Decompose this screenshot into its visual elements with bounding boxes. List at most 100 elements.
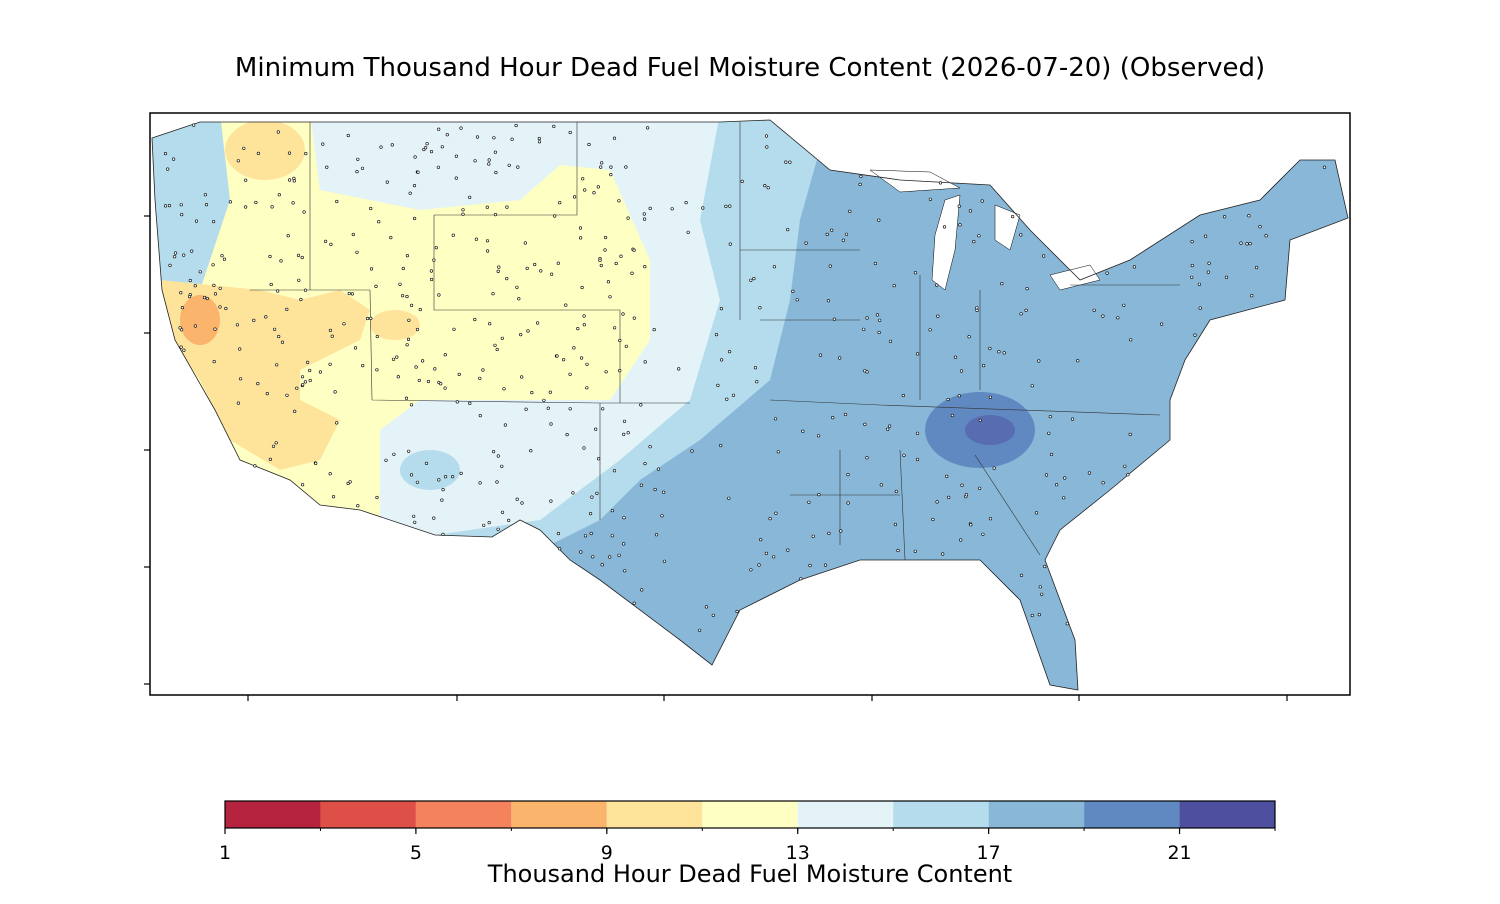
station [653, 487, 657, 492]
station [1105, 271, 1109, 275]
station [1054, 483, 1059, 487]
station [827, 531, 831, 536]
station [858, 182, 862, 186]
station [328, 472, 332, 476]
station [578, 226, 583, 230]
station [421, 359, 425, 363]
station [296, 253, 301, 257]
station [587, 142, 591, 147]
station [618, 338, 622, 343]
station [356, 157, 360, 161]
station [520, 375, 524, 379]
station [375, 495, 379, 500]
station [626, 216, 630, 220]
station [459, 471, 463, 476]
station [772, 555, 776, 559]
station [276, 130, 280, 134]
station [481, 368, 485, 372]
station [516, 165, 520, 169]
station [1049, 452, 1054, 457]
station [331, 495, 336, 499]
station [328, 362, 332, 366]
station [632, 316, 636, 320]
colorbar-bin [988, 801, 1085, 828]
station [1224, 275, 1229, 280]
station [645, 126, 650, 130]
station [308, 378, 312, 383]
station [494, 170, 498, 175]
station [1248, 242, 1252, 246]
station [614, 261, 618, 266]
station [603, 235, 608, 240]
station [608, 555, 612, 559]
station [757, 563, 761, 567]
station [493, 343, 497, 347]
station [496, 527, 500, 531]
station [356, 504, 360, 508]
station [580, 285, 584, 290]
station [391, 357, 396, 361]
station [321, 142, 325, 146]
colorbar: 1 5 9 13 17 21 [219, 800, 1276, 864]
station [960, 483, 964, 487]
station [1063, 476, 1067, 480]
station [275, 363, 279, 367]
station [351, 232, 355, 237]
station [405, 254, 410, 258]
station [1126, 473, 1130, 477]
station [1190, 263, 1194, 268]
station [408, 191, 412, 195]
station [292, 179, 296, 183]
station [981, 364, 986, 368]
station [576, 327, 580, 331]
station [520, 501, 524, 505]
station [430, 277, 434, 282]
station [817, 493, 821, 497]
station [306, 360, 310, 365]
station [486, 249, 490, 253]
station [642, 217, 647, 221]
station [624, 165, 628, 169]
station [212, 283, 216, 288]
station [764, 134, 769, 138]
station [295, 386, 299, 390]
station [632, 601, 636, 605]
station [612, 326, 617, 330]
station [346, 481, 350, 486]
station [342, 322, 346, 326]
station [764, 551, 769, 556]
station [273, 327, 277, 331]
station [496, 269, 500, 274]
station [375, 368, 379, 372]
station [503, 423, 508, 427]
station [1222, 215, 1227, 219]
station [749, 568, 753, 572]
station [825, 232, 829, 236]
station [643, 265, 647, 269]
station [755, 380, 759, 384]
station [600, 161, 604, 165]
station [188, 295, 192, 299]
station [236, 401, 240, 405]
colorbar-tick-label: 13 [786, 842, 810, 864]
station [193, 284, 197, 288]
station [690, 449, 694, 453]
station [493, 213, 498, 217]
station [461, 212, 465, 216]
station [656, 467, 661, 471]
station [561, 358, 566, 362]
station [542, 398, 546, 402]
station [1038, 585, 1042, 589]
station [407, 318, 411, 322]
station [537, 136, 541, 141]
station [772, 265, 777, 269]
station [539, 269, 543, 273]
station [1207, 261, 1211, 265]
station [301, 383, 305, 387]
station [218, 305, 222, 309]
station [335, 421, 339, 425]
station [329, 242, 333, 246]
station [839, 529, 843, 533]
station [377, 220, 381, 224]
station [759, 537, 763, 542]
